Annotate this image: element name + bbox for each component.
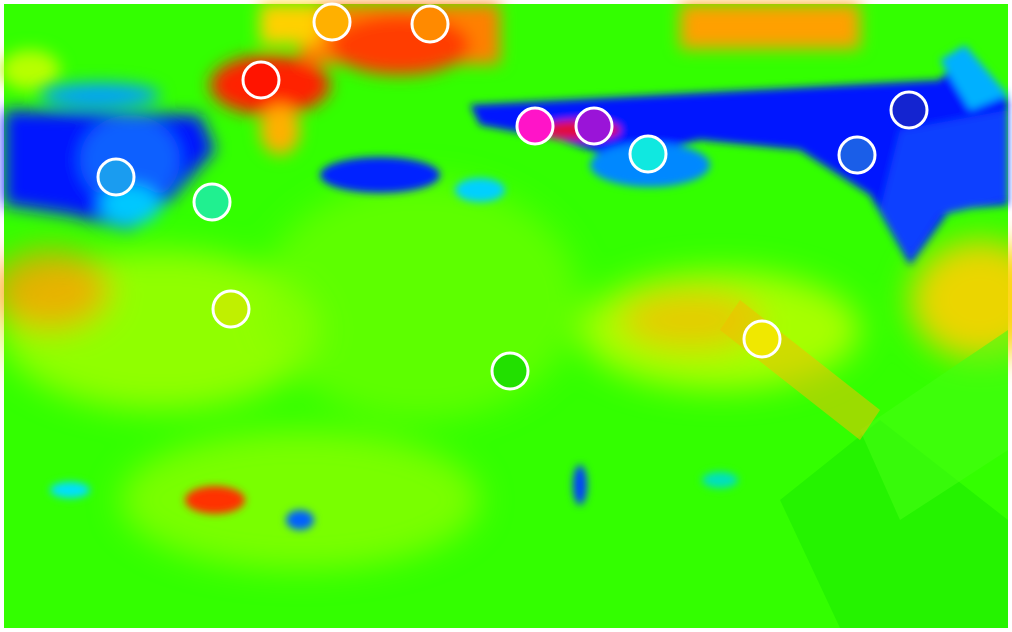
marker-8[interactable] — [889, 90, 929, 130]
marker-12[interactable] — [490, 351, 530, 391]
marker-2[interactable] — [410, 4, 450, 44]
marker-layer — [96, 2, 929, 391]
marker-7[interactable] — [837, 135, 877, 175]
heat-field — [0, 4, 1012, 628]
marker-1[interactable] — [312, 2, 352, 42]
marker-13[interactable] — [742, 319, 782, 359]
marker-9[interactable] — [96, 157, 136, 197]
marker-4[interactable] — [515, 106, 555, 146]
marker-6[interactable] — [628, 134, 668, 174]
marker-11[interactable] — [211, 289, 251, 329]
marker-3[interactable] — [241, 60, 281, 100]
marker-5[interactable] — [574, 106, 614, 146]
marker-10[interactable] — [192, 182, 232, 222]
